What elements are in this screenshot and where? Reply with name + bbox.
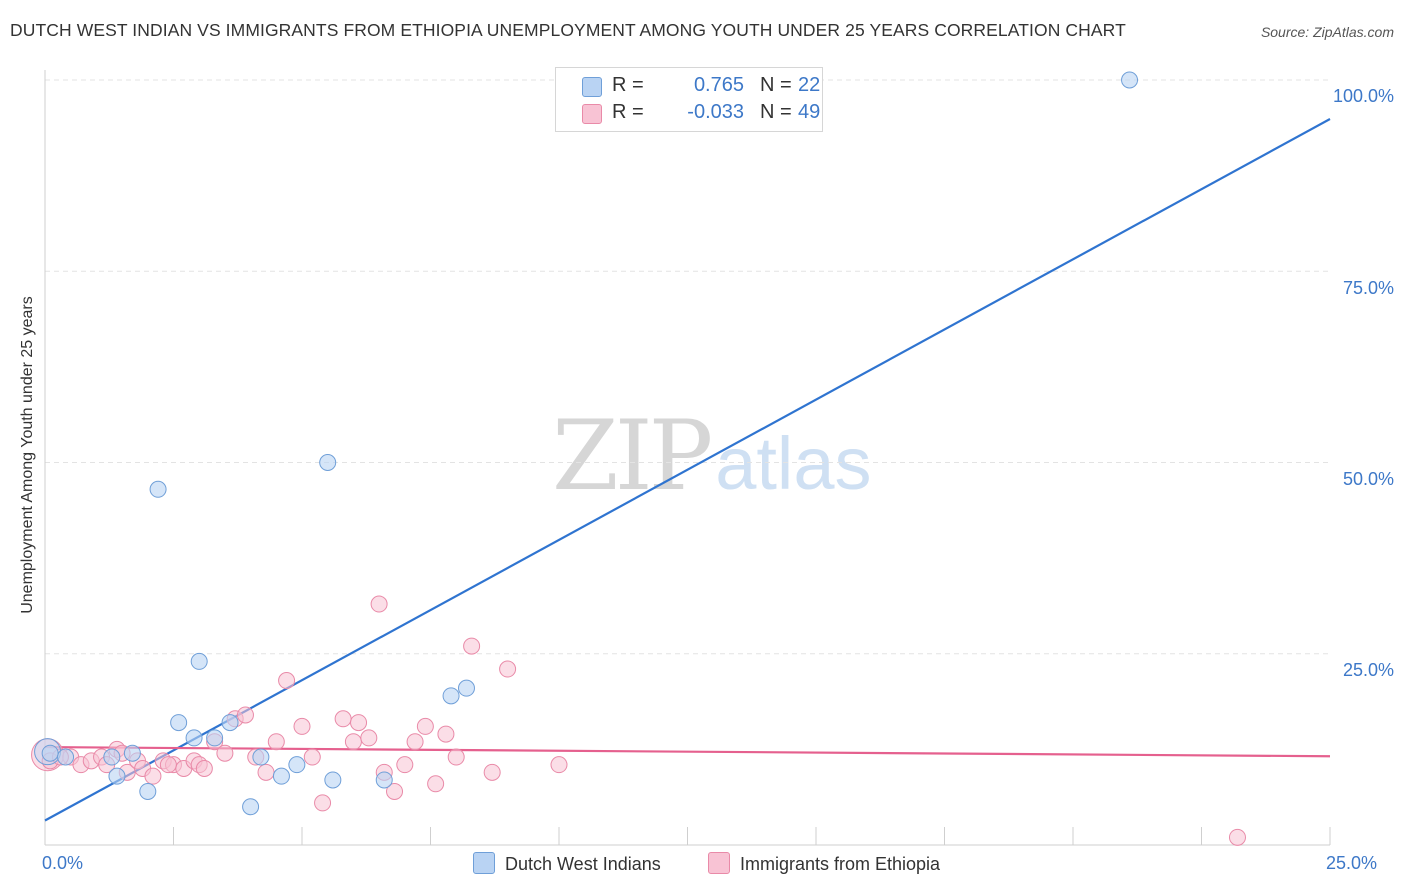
trend-lines — [44, 118, 1331, 822]
pink-swatch — [708, 852, 730, 874]
y-tick-label-25: 25.0% — [1342, 660, 1394, 680]
blue-swatch — [582, 77, 602, 97]
x-tick-label-min: 0.0% — [42, 853, 84, 873]
data-point-ethiopia — [499, 660, 517, 678]
data-point-ethiopia — [344, 733, 362, 751]
axes — [44, 70, 1331, 846]
data-point-ethiopia — [278, 672, 296, 690]
n-label: N = — [760, 74, 792, 96]
data-point-ethiopia — [406, 733, 424, 751]
watermark: ZIPatlas — [552, 400, 872, 512]
data-point-ethiopia — [159, 756, 177, 774]
data-point-ethiopia — [483, 763, 501, 781]
data-point-dutch-west-indians — [242, 798, 260, 816]
data-point-dutch-west-indians — [319, 454, 337, 471]
legend-label: Dutch West Indians — [505, 854, 661, 874]
data-point-dutch-west-indians — [149, 480, 167, 498]
data-point-ethiopia — [144, 767, 162, 785]
data-point-dutch-west-indians — [57, 748, 75, 766]
correlation-legend: R = 0.765 N = 22 R = -0.033 N = 49 — [555, 67, 823, 132]
n-value: 22 — [798, 74, 821, 96]
data-point-dutch-west-indians — [442, 687, 460, 705]
trend-line-dutch-west-indians — [44, 118, 1331, 822]
data-point-ethiopia — [216, 744, 234, 762]
bottom-legend-immigrants-ethiopia: Immigrants from Ethiopia — [708, 852, 940, 875]
data-point-ethiopia — [360, 729, 378, 747]
pink-swatch — [582, 104, 602, 124]
data-point-ethiopia — [427, 775, 445, 793]
data-point-dutch-west-indians — [139, 782, 157, 800]
data-point-ethiopia — [437, 725, 455, 743]
data-point-ethiopia — [267, 733, 285, 751]
n-value: 49 — [798, 101, 821, 123]
trend-line-immigrants-ethiopia — [44, 745, 1331, 758]
data-point-dutch-west-indians — [185, 729, 203, 747]
data-point-ethiopia — [195, 760, 213, 777]
data-point-ethiopia — [550, 756, 568, 774]
data-point-ethiopia — [396, 756, 414, 774]
data-point-ethiopia — [236, 706, 254, 724]
r-label: R = — [612, 74, 644, 96]
data-point-dutch-west-indians — [190, 652, 208, 670]
blue-swatch — [473, 852, 495, 874]
bottom-legend-dutch-west-indians: Dutch West Indians — [473, 852, 661, 875]
data-point-dutch-west-indians — [41, 744, 59, 762]
r-value: -0.033 — [687, 101, 744, 123]
data-point-ethiopia — [386, 782, 404, 800]
data-point-dutch-west-indians — [288, 756, 306, 774]
data-point-ethiopia — [257, 763, 275, 781]
data-point-ethiopia — [463, 637, 481, 655]
data-point-dutch-west-indians — [206, 729, 224, 747]
data-point-dutch-west-indians — [324, 771, 342, 789]
data-point-dutch-west-indians — [457, 679, 475, 697]
data-point-ethiopia — [314, 794, 332, 812]
r-label: R = — [612, 101, 644, 123]
data-point-ethiopia — [370, 595, 388, 613]
data-point-ethiopia — [303, 748, 321, 766]
data-point-ethiopia — [416, 717, 434, 735]
chart-title: DUTCH WEST INDIAN VS IMMIGRANTS FROM ETH… — [10, 20, 1126, 40]
data-point-dutch-west-indians — [221, 714, 239, 732]
y-tick-label-75: 75.0% — [1342, 278, 1394, 298]
y-tick-label-50: 50.0% — [1342, 469, 1394, 489]
data-point-ethiopia — [350, 714, 368, 732]
data-points — [31, 71, 1246, 846]
y-tick-label-100: 100.0% — [1332, 86, 1394, 106]
data-point-dutch-west-indians — [272, 767, 290, 785]
source-label: Source: ZipAtlas.com — [1260, 24, 1394, 40]
data-point-dutch-west-indians — [375, 771, 393, 789]
data-point-ethiopia — [334, 710, 352, 728]
data-point-dutch-west-indians — [1121, 71, 1139, 89]
grid-lines — [45, 79, 1330, 655]
data-point-dutch-west-indians — [252, 748, 270, 766]
watermark-zip: ZIP — [552, 400, 713, 512]
data-point-ethiopia — [1228, 828, 1246, 846]
data-point-ethiopia — [293, 717, 311, 735]
data-point-dutch-west-indians — [170, 714, 188, 732]
x-tick-label-max: 25.0% — [1326, 853, 1378, 873]
data-point-ethiopia — [447, 748, 465, 766]
data-point-dutch-west-indians — [108, 767, 126, 785]
r-value: 0.765 — [693, 74, 744, 96]
n-label: N = — [760, 101, 792, 123]
data-point-dutch-west-indians — [123, 744, 141, 762]
watermark-atlas: atlas — [715, 422, 872, 505]
y-axis-label: Unemployment Among Youth under 25 years — [19, 296, 36, 614]
data-point-dutch-west-indians — [103, 748, 121, 766]
legend-label: Immigrants from Ethiopia — [740, 854, 941, 874]
